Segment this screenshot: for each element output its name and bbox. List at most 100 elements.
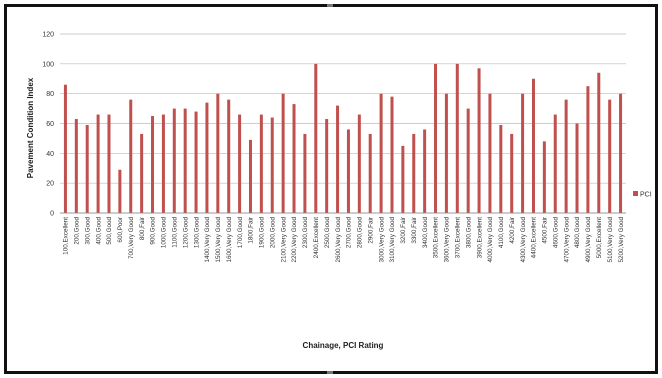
x-tick-label: 4200,Fair	[509, 217, 516, 244]
frame-handle-bottom	[327, 371, 333, 374]
x-tick-label: 4400,Excellent	[531, 217, 538, 259]
x-tick-label: 5000,Excellent	[596, 217, 603, 259]
x-tick-label: 1100,Good	[171, 217, 178, 248]
bar	[194, 111, 198, 213]
x-tick-label: 3500,Excellent	[433, 217, 440, 259]
y-tick-label: 80	[46, 91, 54, 98]
x-tick-label: 2400,Excellent	[313, 217, 320, 259]
bar	[96, 114, 100, 213]
bar	[303, 133, 307, 213]
x-tick-label: 700,Very Good	[128, 217, 135, 260]
x-tick-label: 200,Good	[74, 217, 81, 245]
bar	[619, 93, 623, 213]
bar	[270, 117, 274, 213]
bar	[510, 133, 514, 213]
bar	[357, 114, 361, 213]
y-tick-label: 100	[42, 61, 54, 68]
y-tick-label: 120	[42, 32, 54, 39]
x-tick-label: 4100,Good	[498, 217, 505, 249]
x-tick-label: 1900,Good	[259, 217, 266, 249]
bar	[477, 68, 481, 213]
bar	[336, 105, 340, 213]
x-tick-label: 1500,Very Good	[215, 217, 222, 263]
bar	[63, 84, 67, 213]
bar	[542, 141, 546, 213]
x-tick-label: 3300,Fair	[411, 217, 418, 244]
bar	[531, 78, 535, 213]
x-tick-label: 1400,Very Good	[204, 217, 211, 263]
x-tick-label: 3900,Excellent	[476, 217, 483, 259]
chart-frame	[4, 4, 658, 374]
bar	[151, 116, 155, 213]
legend-swatch	[633, 191, 638, 196]
x-tick-label: 300,Good	[84, 217, 91, 245]
bar	[597, 72, 601, 214]
bar	[423, 129, 427, 213]
bar	[183, 108, 187, 213]
x-tick-label: 2000,Good	[269, 217, 276, 249]
x-tick-label: 3100,Very Good	[389, 217, 396, 263]
x-tick-label: 3700,Excellent	[454, 217, 461, 259]
bar	[553, 114, 557, 213]
bar	[85, 124, 89, 213]
bar	[216, 93, 220, 213]
frame-handle-top	[327, 4, 333, 7]
x-tick-label: 2800,Good	[357, 217, 364, 249]
x-tick-label: 800,Fair	[139, 217, 146, 240]
x-tick-label: 1600,Very Good	[226, 217, 233, 263]
y-tick-label: 40	[46, 151, 54, 158]
bar	[227, 99, 231, 213]
x-tick-label: 3200,Fair	[400, 217, 407, 244]
bar	[412, 133, 416, 213]
bar	[281, 93, 285, 213]
bar	[401, 145, 405, 213]
x-tick-label: 4600,Good	[552, 217, 559, 249]
x-tick-label: 400,Good	[95, 217, 102, 245]
bar	[346, 129, 350, 213]
bar	[390, 96, 394, 213]
bar	[466, 108, 470, 213]
bar	[488, 93, 492, 213]
bar	[434, 63, 438, 214]
bar	[521, 93, 525, 213]
x-tick-label: 4000,Very Good	[487, 217, 494, 263]
x-tick-label: 4700,Very Good	[563, 217, 570, 263]
x-tick-label: 2600,Very Good	[335, 217, 342, 263]
y-axis-label: Pavement Condition Index	[26, 77, 35, 178]
x-tick-label: 2100,Very Good	[280, 217, 287, 263]
bar	[575, 123, 579, 213]
bar	[455, 63, 459, 214]
y-tick-label: 0	[50, 211, 54, 218]
bar	[444, 93, 448, 213]
x-tick-label: 1200,Good	[182, 217, 189, 249]
bar	[499, 124, 503, 213]
x-tick-label: 4500,Fair	[542, 217, 549, 244]
x-tick-label: 5100,Very Good	[607, 217, 614, 263]
x-tick-label: 4800,Good	[574, 217, 581, 249]
bar	[74, 119, 78, 213]
bar	[379, 93, 383, 213]
x-tick-label: 5200,Very Good	[618, 217, 625, 263]
x-tick-label: 2700,Good	[346, 217, 353, 249]
bar	[248, 139, 252, 213]
x-tick-label: 3600,Very Good	[444, 217, 451, 263]
x-tick-label: 1000,Good	[161, 217, 168, 249]
bar	[140, 133, 144, 213]
x-tick-label: 2900,Fair	[367, 217, 374, 244]
x-tick-label: 4300,Very Good	[520, 217, 527, 263]
x-tick-label: 1300,Good	[193, 217, 200, 249]
bar	[118, 169, 122, 213]
bar	[205, 102, 209, 213]
y-tick-label: 60	[46, 121, 54, 128]
bar	[314, 63, 318, 214]
y-tick-label: 20	[46, 181, 54, 188]
x-axis-label: Chainage, PCI Rating	[303, 341, 384, 350]
gridlines	[60, 33, 626, 214]
bars	[63, 63, 623, 214]
x-tick-label: 2500,Good	[324, 217, 331, 249]
x-tick-label: 4900,Very Good	[585, 217, 592, 263]
x-tick-label: 1800,Fair	[248, 217, 255, 244]
bar	[161, 114, 165, 213]
bar	[259, 114, 263, 213]
